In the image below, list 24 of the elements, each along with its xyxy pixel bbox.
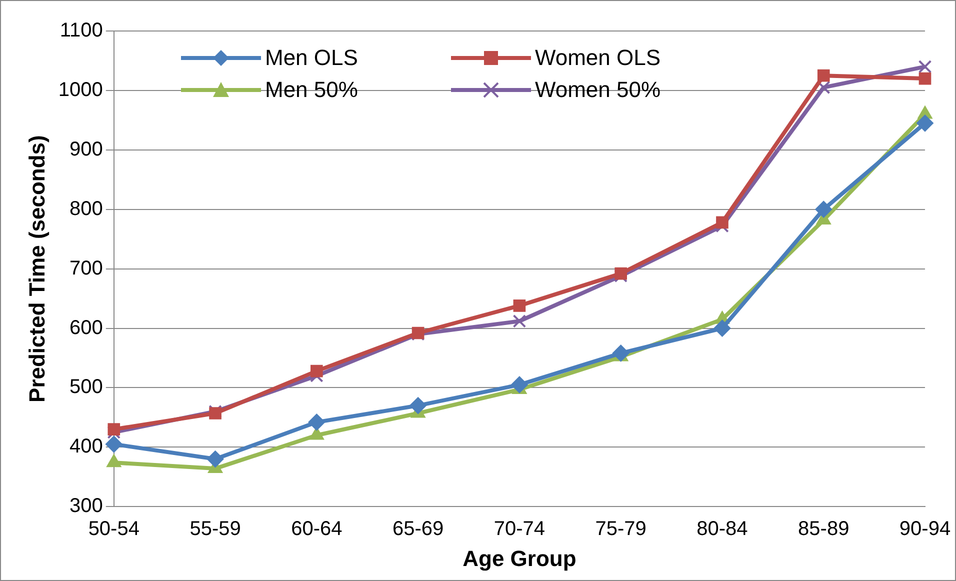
y-tick-label: 1000 — [58, 78, 103, 101]
y-tick-label: 300 — [70, 495, 103, 518]
legend-label: Women OLS — [535, 45, 661, 71]
x-tick-label: 70-74 — [494, 518, 546, 540]
y-tick-label: 900 — [70, 138, 103, 160]
y-tick-label: 700 — [70, 257, 103, 280]
x-tick-label: 60-64 — [291, 518, 342, 540]
y-tick-label: 500 — [70, 376, 103, 398]
x-tick-label: 80-84 — [696, 518, 748, 540]
y-tick-label: 600 — [70, 316, 103, 339]
y-tick-label: 400 — [70, 436, 103, 458]
x-tick-label: 65-69 — [392, 518, 444, 540]
y-axis-title: Predicted Time (seconds) — [24, 135, 50, 402]
x-tick-label: 75-79 — [595, 518, 646, 540]
x-tick-label: 85-89 — [798, 518, 850, 540]
legend-label: Women 50% — [535, 77, 661, 103]
x-axis-title: Age Group — [462, 546, 576, 571]
x-tick-label: 50-54 — [88, 518, 140, 540]
legend-label: Men OLS — [265, 45, 358, 71]
x-tick-label: 90-94 — [899, 518, 951, 540]
x-tick-label: 55-59 — [190, 518, 241, 540]
y-tick-label: 800 — [70, 198, 103, 220]
y-tick-label: 1100 — [60, 20, 103, 42]
legend-label: Men 50% — [265, 77, 358, 103]
